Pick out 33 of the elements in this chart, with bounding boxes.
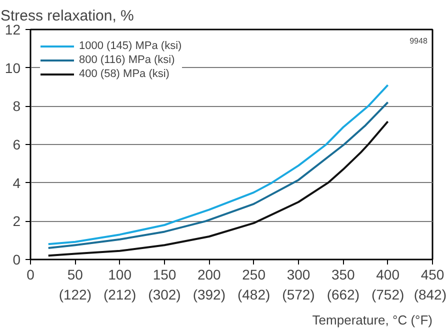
y-tick-label: 8	[12, 98, 21, 114]
x2-tick-label: (302)	[148, 286, 181, 302]
x2-tick-label: (752)	[371, 286, 404, 302]
x-tick-label: 200	[197, 266, 222, 282]
x-tick-label: 350	[331, 266, 356, 282]
x-axis-title: Temperature, °C (°F)	[312, 312, 433, 328]
x2-tick-label: (662)	[326, 286, 360, 302]
x2-tick-label: (212)	[103, 286, 136, 302]
y-tick-label: 2	[12, 213, 21, 230]
annotation: 9948	[410, 36, 428, 46]
x-tick-label: 100	[108, 266, 132, 282]
y-axis-title: Stress relaxation, %	[0, 8, 134, 24]
x-tick-label: 50	[67, 266, 84, 282]
x2-tick-label: (392)	[192, 286, 226, 302]
x2-tick-label: (482)	[237, 286, 270, 302]
legend-label: 800 (116) MPa (ksi)	[79, 53, 175, 67]
x2-tick-label: (572)	[282, 286, 315, 302]
line-series	[47, 120, 389, 257]
legend-label: 400 (58) MPa (ksi)	[79, 67, 170, 81]
x-tick-label: 300	[286, 266, 310, 282]
x-tick-label: 0	[26, 266, 35, 282]
x-tick-label: 400	[376, 266, 400, 282]
y-tick-label: 4	[12, 174, 21, 191]
x2-tick-label: (122)	[58, 286, 92, 302]
y-tick-label: 0	[12, 252, 21, 268]
y-tick-label: 6	[12, 136, 21, 152]
x-tick-label: 150	[152, 266, 176, 282]
x2-tick-label: (842)	[414, 286, 446, 302]
legend-label: 1000 (145) MPa (ksi)	[79, 39, 182, 53]
y-tick-label: 10	[4, 60, 21, 76]
x-tick-label: 250	[242, 266, 266, 282]
y-tick-label: 12	[4, 22, 21, 38]
x-tick-label: 450	[420, 266, 444, 282]
